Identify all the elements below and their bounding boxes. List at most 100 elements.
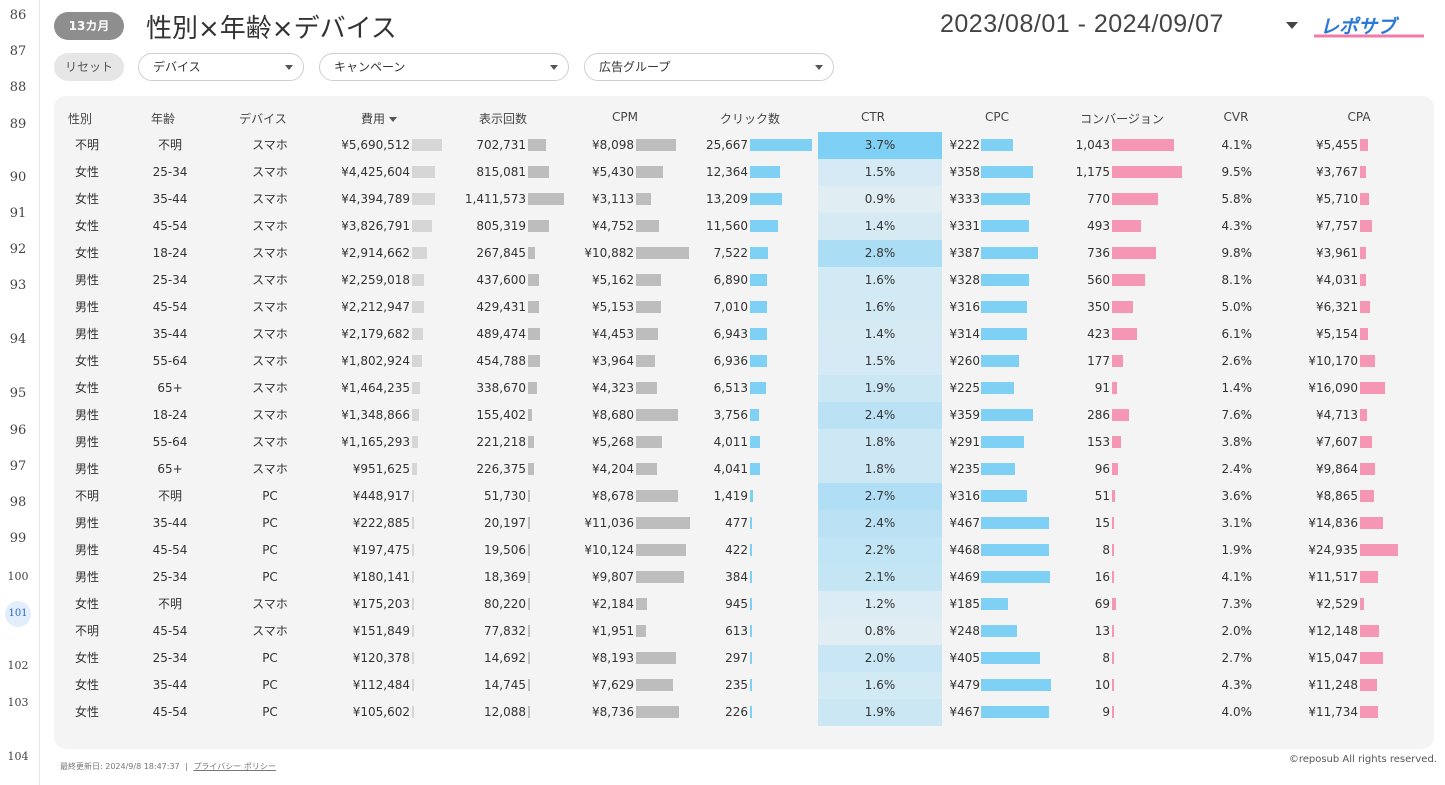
cost-value: ¥2,179,682 xyxy=(341,327,410,341)
table-row[interactable]: 1.6% 男性 25-34 スマホ ¥2,259,018 437,600 ¥5,162 6,8… xyxy=(54,267,1434,294)
row-number-93[interactable]: 93 xyxy=(9,278,27,293)
gender-cell: 男性 xyxy=(74,462,99,476)
table-row[interactable]: 1.2% 女性 不明 スマホ ¥175,203 80,220 ¥2,184 945 ¥185 69… xyxy=(54,591,1434,618)
clicks-value: 6,936 xyxy=(713,354,748,368)
cpa-value: ¥11,248 xyxy=(1308,678,1358,692)
table-row[interactable]: 1.8% 男性 55-64 スマホ ¥1,165,293 221,218 ¥5,268 4,0… xyxy=(54,429,1434,456)
conversions-bar xyxy=(1112,382,1118,394)
table-row[interactable]: 2.1% 男性 25-34 PC ¥180,141 18,369 ¥9,807 384 ¥469… xyxy=(54,564,1434,591)
table-row[interactable]: 1.4% 女性 45-54 スマホ ¥3,826,791 805,319 ¥4,752 11,… xyxy=(54,213,1434,240)
col-header-device[interactable]: デバイス xyxy=(239,112,287,126)
cpm-bar xyxy=(636,247,690,259)
campaign-filter[interactable]: キャンペーン xyxy=(319,53,569,81)
cpa-value: ¥4,713 xyxy=(1316,408,1358,422)
table-row[interactable]: 1.4% 男性 35-44 スマホ ¥2,179,682 489,474 ¥4,453 6,9… xyxy=(54,321,1434,348)
svg-text:レポサブ: レポサブ xyxy=(1320,16,1400,38)
privacy-policy-link[interactable]: プライバシー ポリシー xyxy=(193,762,276,771)
cvr-value: 3.6% xyxy=(1221,489,1253,503)
cost-value: ¥105,602 xyxy=(352,705,410,719)
table-row[interactable]: 1.9% 女性 45-54 PC ¥105,602 12,088 ¥8,736 226 ¥467… xyxy=(54,699,1434,726)
ctr-cell: 3.7% xyxy=(818,132,942,159)
col-header-cpc[interactable]: CPC xyxy=(985,110,1009,124)
col-header-gender[interactable]: 性別 xyxy=(67,112,92,126)
age-cell: 25-34 xyxy=(152,570,188,584)
table-row[interactable]: 2.4% 男性 35-44 PC ¥222,885 20,197 ¥11,036 477 ¥46… xyxy=(54,510,1434,537)
copyright: ©reposub All rights reserved. xyxy=(1288,754,1437,765)
row-number-92[interactable]: 92 xyxy=(9,242,27,257)
row-number-87[interactable]: 87 xyxy=(9,44,27,59)
clicks-value: 11,560 xyxy=(706,219,748,233)
row-number-96[interactable]: 96 xyxy=(9,423,27,438)
table-row[interactable]: 2.4% 男性 18-24 スマホ ¥1,348,866 155,402 ¥8,680 3,7… xyxy=(54,402,1434,429)
cpa-value: ¥3,767 xyxy=(1316,165,1358,179)
table-row[interactable]: 2.2% 男性 45-54 PC ¥197,475 19,506 ¥10,124 422 ¥46… xyxy=(54,537,1434,564)
device-cell: PC xyxy=(262,489,278,503)
row-number-86[interactable]: 86 xyxy=(9,8,27,23)
cost-bar xyxy=(412,706,414,718)
col-header-impressions[interactable]: 表示回数 xyxy=(478,112,527,126)
table-row[interactable]: 2.0% 女性 25-34 PC ¥120,378 14,692 ¥8,193 297 ¥405… xyxy=(54,645,1434,672)
cpm-bar xyxy=(636,571,684,583)
row-number-90[interactable]: 90 xyxy=(9,170,27,185)
table-row[interactable]: 1.8% 男性 65+ スマホ ¥951,625 226,375 ¥4,204 4,041 ¥2… xyxy=(54,456,1434,483)
row-number-89[interactable]: 89 xyxy=(9,117,27,132)
row-number-91[interactable]: 91 xyxy=(9,206,27,221)
device-filter[interactable]: デバイス xyxy=(138,53,304,81)
age-cell: 不明 xyxy=(157,597,182,611)
table-row[interactable]: 1.6% 女性 35-44 PC ¥112,484 14,745 ¥7,629 235 ¥479… xyxy=(54,672,1434,699)
row-number-102[interactable]: 102 xyxy=(7,659,29,672)
period-pill[interactable]: 13カ月 xyxy=(54,12,124,40)
row-number-94[interactable]: 94 xyxy=(9,332,27,347)
cpm-value: ¥4,323 xyxy=(592,381,634,395)
table-row[interactable]: 1.9% 女性 65+ スマホ ¥1,464,235 338,670 ¥4,323 6,513… xyxy=(54,375,1434,402)
col-header-clicks[interactable]: クリック数 xyxy=(719,112,780,126)
table-row[interactable]: 1.5% 女性 55-64 スマホ ¥1,802,924 454,788 ¥3,964 6,9… xyxy=(54,348,1434,375)
row-number-97[interactable]: 97 xyxy=(9,459,27,474)
row-number-100[interactable]: 100 xyxy=(7,570,29,583)
cpm-value: ¥7,629 xyxy=(592,678,634,692)
conversions-value: 8 xyxy=(1102,651,1110,665)
conversions-value: 10 xyxy=(1094,678,1110,692)
col-header-ctr[interactable]: CTR xyxy=(860,110,886,124)
conversions-bar xyxy=(1112,436,1122,448)
row-number-95[interactable]: 95 xyxy=(9,386,27,401)
col-header-cpm[interactable]: CPM xyxy=(612,110,638,124)
clicks-bar xyxy=(750,274,767,286)
table-row[interactable]: 3.7% 不明 不明 スマホ ¥5,690,512 702,731 ¥8,098 25,667… xyxy=(54,132,1434,159)
cpa-bar xyxy=(1360,193,1369,205)
table-row[interactable]: 0.9% 女性 35-44 スマホ ¥4,394,789 1,411,573 ¥3,113 1… xyxy=(54,186,1434,213)
cost-value: ¥448,917 xyxy=(352,489,410,503)
device-cell: スマホ xyxy=(252,138,288,152)
ad-group-filter[interactable]: 広告グループ xyxy=(584,53,834,81)
table-row[interactable]: 1.5% 女性 25-34 スマホ ¥4,425,604 815,081 ¥5,430 12,… xyxy=(54,159,1434,186)
table-row[interactable]: 0.8% 不明 45-54 スマホ ¥151,849 77,832 ¥1,951 613 ¥24… xyxy=(54,618,1434,645)
row-number-99[interactable]: 99 xyxy=(9,531,27,546)
date-range[interactable]: 2023/08/01 - 2024/09/07 xyxy=(940,10,1224,38)
row-number-103[interactable]: 103 xyxy=(7,696,29,709)
cpc-bar xyxy=(981,382,1014,394)
row-number-88[interactable]: 88 xyxy=(9,80,27,95)
table-row[interactable]: 2.8% 女性 18-24 スマホ ¥2,914,662 267,845 ¥10,882 7,… xyxy=(54,240,1434,267)
gender-cell: 男性 xyxy=(74,570,99,584)
col-header-cost[interactable]: 費用 xyxy=(344,110,414,127)
cpa-bar xyxy=(1360,463,1376,475)
row-number-101[interactable]: 101 xyxy=(5,601,31,627)
cost-bar xyxy=(412,436,419,448)
clicks-bar xyxy=(750,679,752,691)
row-number-98[interactable]: 98 xyxy=(9,495,27,510)
impressions-bar xyxy=(528,625,530,637)
col-header-conversions[interactable]: コンバージョン xyxy=(1080,112,1164,126)
reset-button[interactable]: リセット xyxy=(54,53,124,81)
cpm-value: ¥5,162 xyxy=(592,273,634,287)
table-row[interactable]: 2.7% 不明 不明 PC ¥448,917 51,730 ¥8,678 1,419 ¥316 5… xyxy=(54,483,1434,510)
col-header-cvr[interactable]: CVR xyxy=(1223,110,1249,124)
cvr-value: 9.5% xyxy=(1221,165,1253,179)
gender-cell: 女性 xyxy=(74,705,99,719)
conversions-value: 96 xyxy=(1094,462,1110,476)
col-header-cpa[interactable]: CPA xyxy=(1347,110,1371,124)
impressions-bar xyxy=(528,382,537,394)
table-row[interactable]: 1.6% 男性 45-54 スマホ ¥2,212,947 429,431 ¥5,153 7,0… xyxy=(54,294,1434,321)
row-number-104[interactable]: 104 xyxy=(7,750,29,763)
col-header-age[interactable]: 年齢 xyxy=(150,112,175,126)
date-range-dropdown-icon[interactable] xyxy=(1286,22,1298,29)
